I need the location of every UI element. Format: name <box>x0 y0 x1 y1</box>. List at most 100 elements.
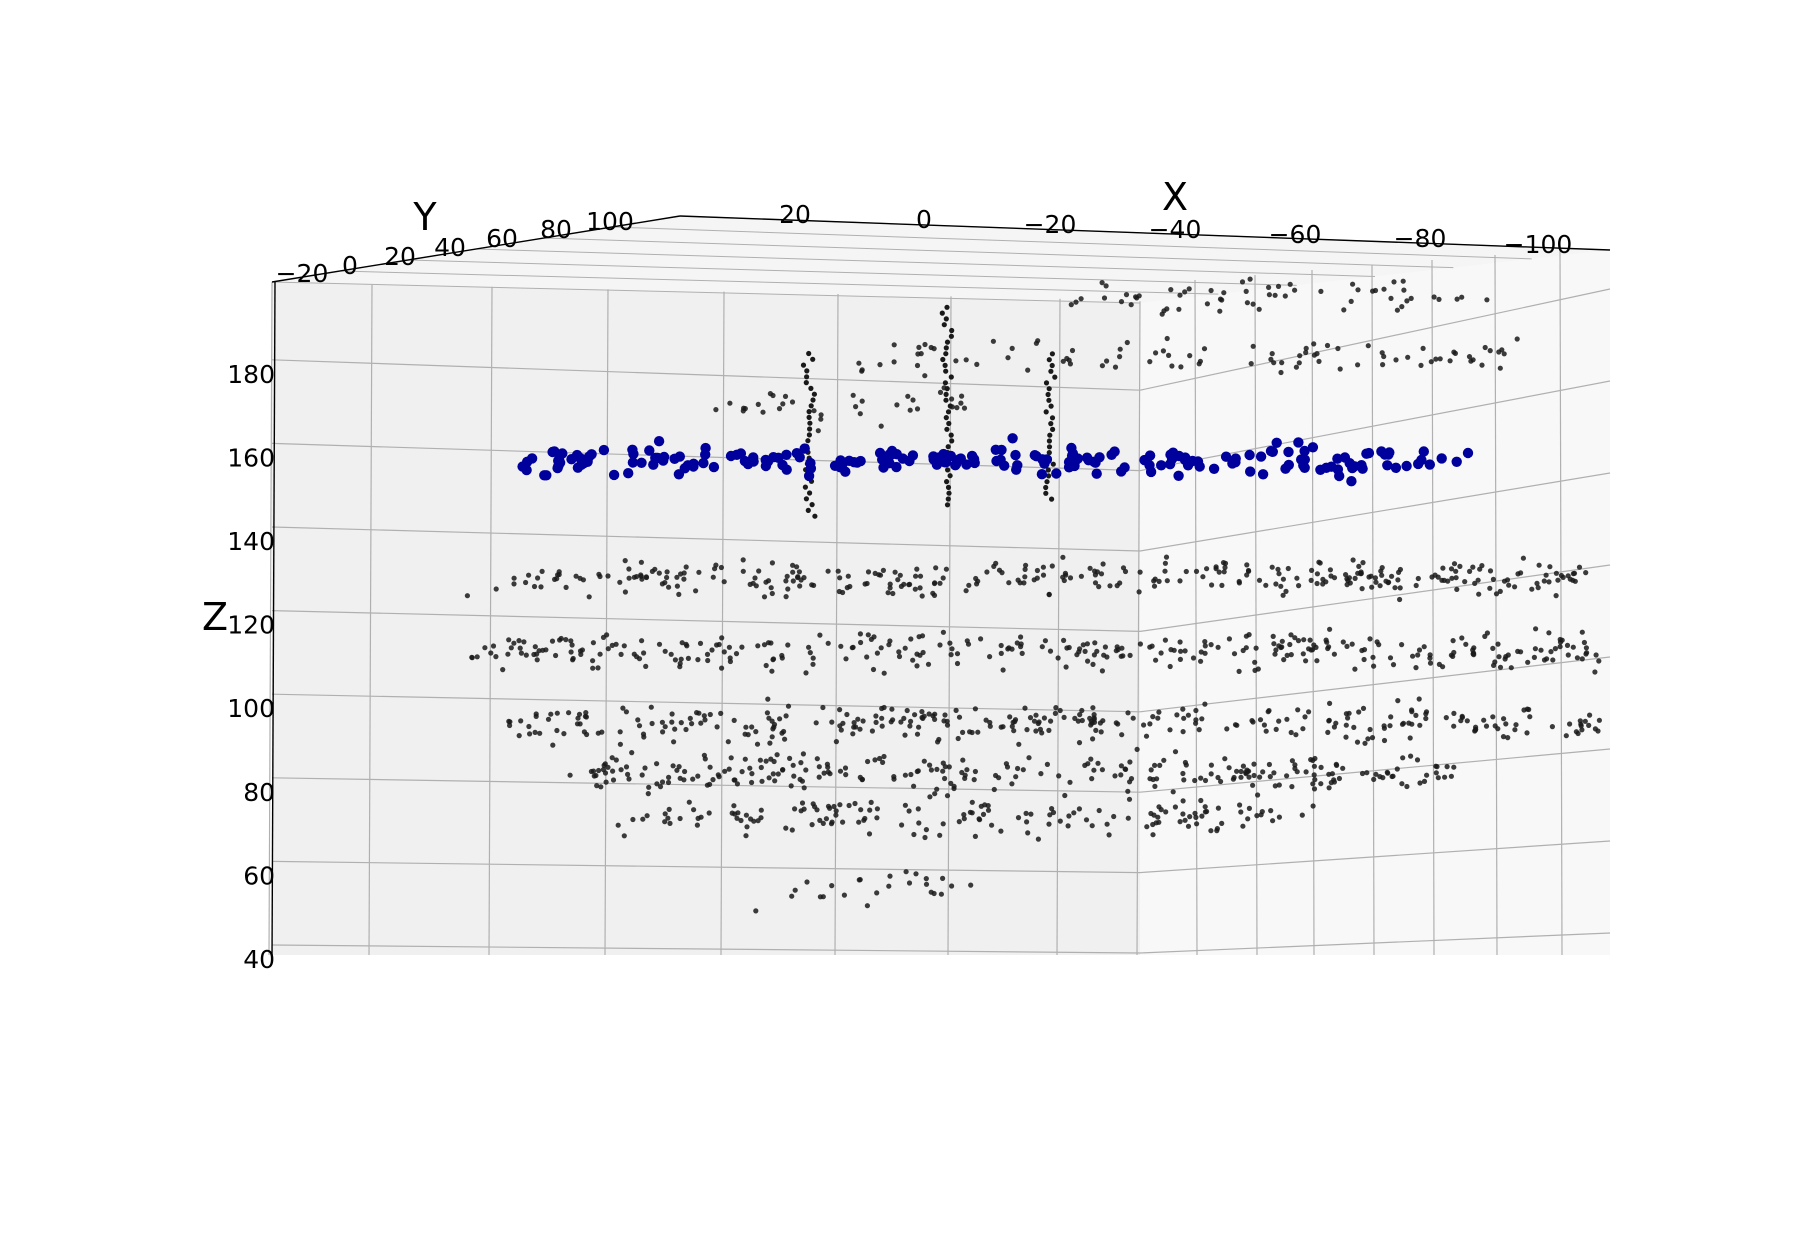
data-point <box>1270 633 1276 640</box>
data-point-highlight <box>1066 450 1078 461</box>
data-point <box>798 760 804 766</box>
data-point <box>721 649 727 655</box>
data-point <box>1415 575 1421 582</box>
data-point <box>1310 781 1316 787</box>
data-point <box>1409 707 1415 713</box>
data-point <box>1118 772 1124 778</box>
data-point <box>1218 778 1224 785</box>
data-point <box>798 577 804 583</box>
data-point <box>857 631 864 637</box>
data-point <box>689 721 695 727</box>
data-point <box>932 791 938 797</box>
data-point <box>1049 496 1055 502</box>
data-point-highlight <box>742 458 754 470</box>
data-point <box>816 764 822 770</box>
data-point <box>1125 710 1131 716</box>
data-point-highlight <box>996 444 1007 456</box>
data-point <box>1394 766 1400 772</box>
data-point <box>749 771 755 777</box>
data-point <box>1104 358 1110 364</box>
data-point <box>1046 438 1052 444</box>
data-point <box>1312 777 1318 783</box>
data-point <box>1104 821 1110 827</box>
data-point <box>1371 776 1377 783</box>
data-point <box>1125 815 1131 821</box>
data-point <box>959 393 965 399</box>
data-point <box>664 569 670 575</box>
data-point-highlight <box>598 444 610 456</box>
data-point <box>1371 663 1377 669</box>
data-point <box>755 643 761 649</box>
data-point <box>1248 361 1254 367</box>
data-point <box>490 643 497 649</box>
data-point <box>1272 292 1278 298</box>
data-point <box>1531 654 1537 661</box>
data-point <box>1035 720 1041 727</box>
data-point <box>911 783 917 789</box>
data-point <box>698 720 704 726</box>
data-point <box>768 640 774 646</box>
data-point <box>1340 765 1346 771</box>
data-point <box>813 720 819 726</box>
data-point <box>906 880 913 886</box>
data-point <box>858 639 864 646</box>
data-point <box>1476 591 1482 597</box>
data-point <box>1088 756 1094 762</box>
data-point <box>837 768 844 774</box>
data-point <box>1273 726 1279 733</box>
grid-line-x-side <box>1311 269 1315 956</box>
data-point <box>931 890 937 897</box>
data-point <box>1444 764 1450 770</box>
data-point-highlight <box>1244 449 1255 461</box>
data-point <box>945 484 952 490</box>
data-point <box>1234 768 1240 774</box>
data-point <box>865 758 871 765</box>
data-point <box>1089 776 1095 782</box>
data-point <box>609 755 615 761</box>
data-point <box>949 646 955 652</box>
data-point-highlight <box>1063 462 1075 473</box>
data-point-highlight <box>799 443 810 454</box>
data-point <box>1333 720 1339 726</box>
data-point <box>1464 718 1470 724</box>
data-point <box>758 807 764 813</box>
data-point <box>942 775 948 782</box>
data-point <box>845 573 851 579</box>
data-point-highlight <box>1299 445 1310 457</box>
data-point <box>837 707 843 713</box>
data-point <box>1267 774 1273 780</box>
data-point <box>1091 767 1097 773</box>
data-point <box>1112 364 1119 370</box>
data-point <box>1303 658 1309 664</box>
data-point <box>1285 565 1291 572</box>
data-point <box>806 350 812 357</box>
data-point <box>825 568 831 574</box>
data-point <box>790 578 796 584</box>
data-point <box>1311 763 1317 769</box>
data-point-highlight <box>708 461 720 473</box>
data-point <box>1344 582 1350 588</box>
data-point <box>1134 746 1140 753</box>
data-point <box>944 426 950 432</box>
data-point <box>1005 355 1011 361</box>
data-point <box>1472 580 1478 587</box>
data-point <box>474 654 480 660</box>
data-point <box>1033 712 1039 718</box>
data-point <box>841 892 848 898</box>
data-point <box>1479 563 1485 569</box>
data-point <box>1033 340 1039 346</box>
data-point <box>1147 776 1153 782</box>
data-point <box>1410 653 1416 659</box>
data-point <box>1292 287 1298 293</box>
data-point <box>1182 817 1188 823</box>
data-point <box>1114 644 1120 650</box>
data-point <box>919 709 925 715</box>
data-point <box>885 590 891 596</box>
data-point <box>1395 577 1401 583</box>
data-point-highlight <box>557 448 568 459</box>
data-point <box>1311 772 1317 778</box>
data-point <box>603 779 609 785</box>
back-pane <box>272 282 1140 955</box>
data-point <box>1071 810 1077 816</box>
